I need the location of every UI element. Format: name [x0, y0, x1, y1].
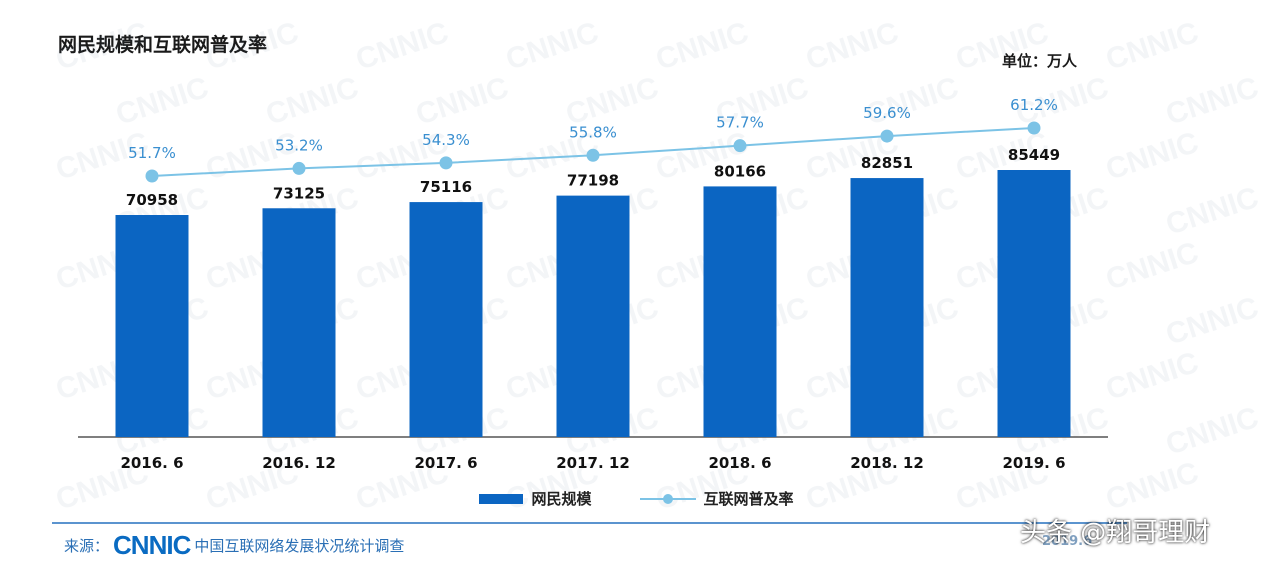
bar-value-label: 77198 [567, 172, 619, 190]
legend: 网民规模 互联网普及率 [0, 488, 1273, 509]
bar [409, 202, 483, 437]
cnnic-logo: CNNIC [113, 530, 191, 560]
source-org: 中国互联网络发展状况统计调查 [194, 537, 405, 555]
legend-item-line: 互联网普及率 [639, 488, 794, 509]
watermark-glyph: CNNIC [1162, 401, 1263, 462]
line-value-label: 61.2% [1010, 96, 1058, 114]
watermark-glyph: CNNIC [952, 16, 1053, 77]
line-point [880, 129, 894, 143]
line-point [145, 169, 159, 183]
line-value-label: 57.7% [716, 114, 764, 132]
bar-value-label: 80166 [714, 162, 766, 180]
chart-title: 网民规模和互联网普及率 [58, 34, 268, 56]
watermark-glyph: CNNIC [112, 71, 213, 132]
watermark-glyph: CNNIC [1102, 346, 1203, 407]
x-tick-label: 2017. 6 [414, 454, 477, 472]
watermark-glyph: CNNIC [1162, 181, 1263, 242]
watermark-glyph: CNNIC [412, 71, 513, 132]
bar [115, 215, 189, 437]
line-point [1027, 121, 1041, 135]
author-watermark: 头条 @翔哥理财 [1020, 518, 1211, 548]
unit-label: 单位：万人 [1001, 52, 1077, 70]
legend-item-bar: 网民规模 [479, 488, 592, 509]
footer-divider [52, 522, 1127, 524]
x-tick-label: 2016. 6 [120, 454, 183, 472]
watermark-glyph: CNNIC [802, 16, 903, 77]
source-line: 来源： CNNIC 中国互联网络发展状况统计调查 [64, 530, 404, 561]
watermark-glyph: CNNIC [1102, 126, 1203, 187]
background-watermark: CNNIC CNNIC CNNIC CNNIC CNNIC CNNIC CNNIC CNNIC… [52, 16, 1263, 517]
line-point [733, 139, 747, 153]
watermark-glyph: CNNIC [202, 16, 303, 77]
year-tag: 2019.6 [1042, 534, 1093, 549]
line-value-label: 54.3% [422, 131, 470, 149]
x-tick-label: 2016. 12 [262, 454, 336, 472]
watermark-glyph: CNNIC [52, 16, 153, 77]
x-tick-label: 2018. 12 [850, 454, 924, 472]
legend-bar-label: 网民规模 [531, 490, 592, 508]
line-point [586, 148, 600, 162]
legend-line-swatch [639, 492, 696, 506]
x-tick-label: 2018. 6 [708, 454, 771, 472]
watermark-glyph: CNNIC [202, 126, 303, 187]
bar [556, 195, 630, 437]
line-point [292, 161, 306, 175]
bar-value-label: 82851 [861, 154, 913, 172]
watermark-glyph: CNNIC [1162, 71, 1263, 132]
line-value-label: 59.6% [863, 104, 911, 122]
legend-bar-swatch [479, 493, 524, 504]
bar-value-label: 73125 [273, 184, 325, 202]
source-prefix: 来源： [64, 537, 110, 555]
watermark-glyph: CNNIC [1162, 291, 1263, 352]
watermark-glyph: CNNIC [1102, 16, 1203, 77]
watermark-glyph: CNNIC [502, 16, 603, 77]
bar [262, 208, 336, 437]
watermark-glyph: CNNIC [862, 71, 963, 132]
bar [850, 178, 924, 438]
watermark-glyph: CNNIC [262, 71, 363, 132]
watermark-glyph: CNNIC [1102, 236, 1203, 297]
bar-value-label: 70958 [126, 191, 178, 209]
bar [703, 186, 777, 437]
watermark-glyph: CNNIC [352, 16, 453, 77]
watermark-glyph: CNNIC [652, 16, 753, 77]
line-value-label: 51.7% [128, 144, 176, 162]
bar-value-label: 75116 [420, 178, 472, 196]
x-tick-label: 2019. 6 [1002, 454, 1065, 472]
legend-line-label: 互联网普及率 [703, 490, 794, 508]
line-point [439, 156, 453, 170]
bar [997, 170, 1071, 437]
x-tick-label: 2017. 12 [556, 454, 630, 472]
line-value-label: 55.8% [569, 123, 617, 141]
line-value-label: 53.2% [275, 136, 323, 154]
bar-value-label: 85449 [1008, 146, 1060, 164]
